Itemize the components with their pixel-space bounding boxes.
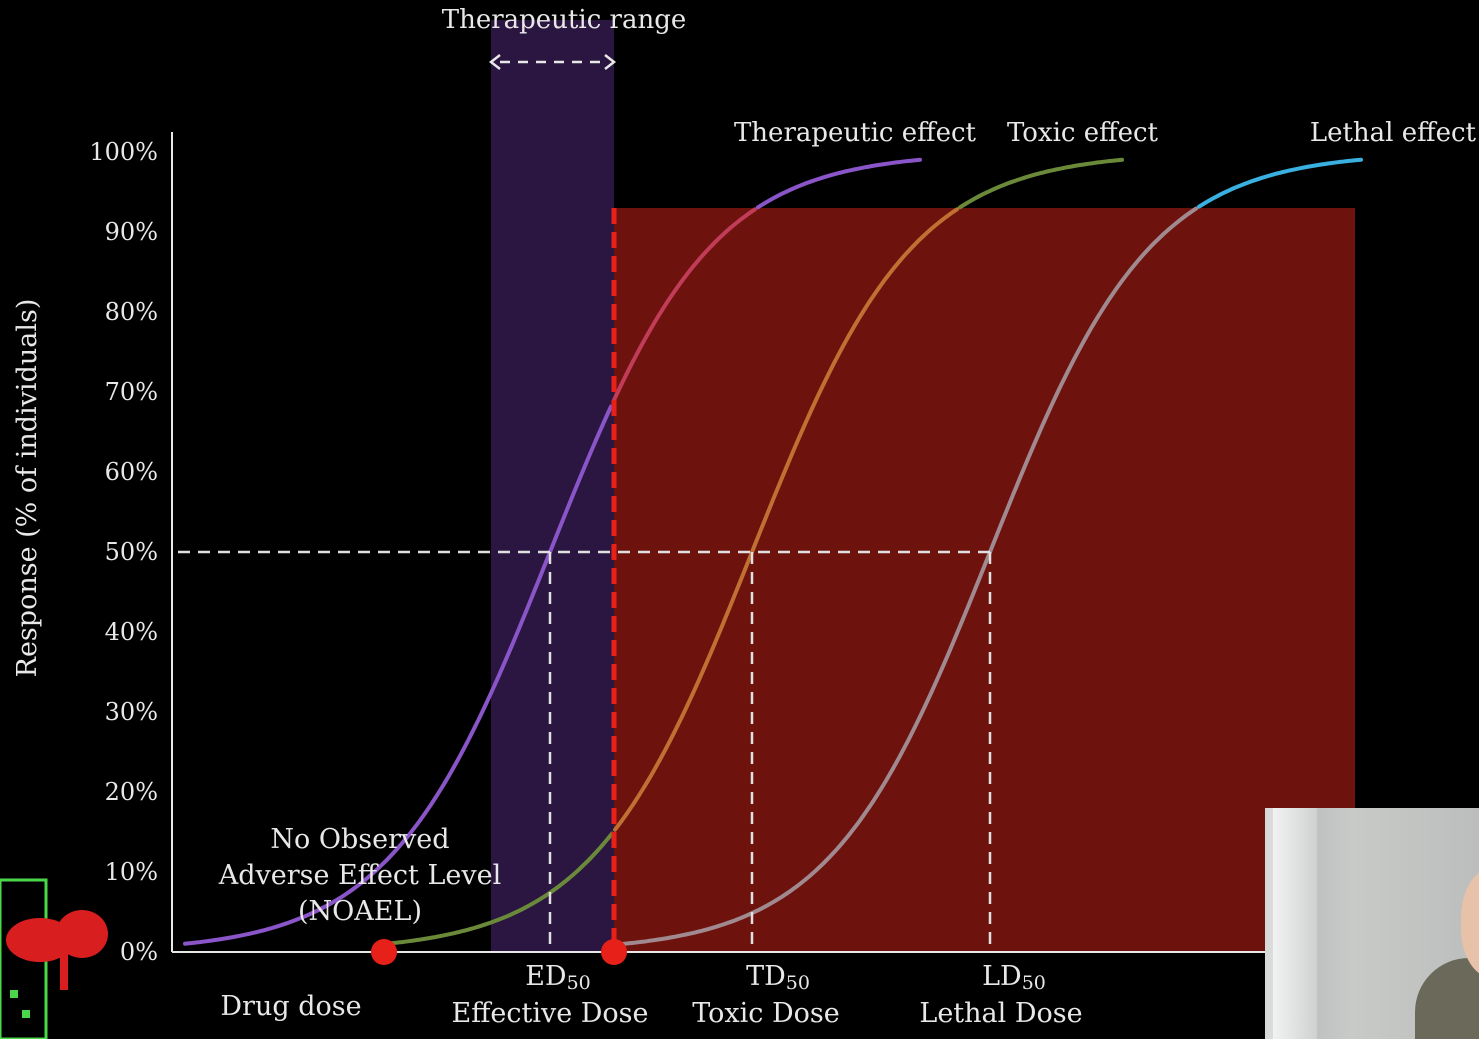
- svg-text:LD50: LD50: [982, 961, 1046, 994]
- y-tick-70: 70%: [105, 378, 158, 406]
- ed-name: ED: [525, 961, 566, 992]
- y-tick-20: 20%: [105, 778, 158, 806]
- curve-ed50-in-zone: [612, 207, 757, 402]
- y-tick-60: 60%: [105, 458, 158, 486]
- y-tick-0: 0%: [120, 938, 158, 966]
- y-axis-label: Response (% of individuals): [12, 299, 43, 678]
- curve-td50-in-zone: [613, 207, 959, 832]
- x-axis-label: Drug dose: [220, 991, 361, 1022]
- svg-text:ED50: ED50: [525, 961, 591, 994]
- curve-ld50-in-zone: [612, 206, 1198, 947]
- dose-label-td50: TD50 Toxic Dose: [692, 961, 839, 1029]
- series-label-lethal: Lethal effect: [1310, 118, 1477, 148]
- reference-lines: [178, 550, 992, 952]
- y-tick-80: 80%: [105, 298, 158, 326]
- response-curves: [183, 157, 1363, 947]
- y-tick-90: 90%: [105, 218, 158, 246]
- webcam-person-body: [1415, 958, 1479, 1039]
- ld-name: LD: [982, 961, 1022, 992]
- td-sub: 50: [786, 972, 810, 994]
- curve-td50: [388, 157, 1124, 946]
- noael-line-1: No Observed: [270, 824, 449, 855]
- ld-sub: 50: [1022, 972, 1046, 994]
- td-name: TD: [746, 961, 786, 992]
- y-tick-100: 100%: [89, 138, 158, 166]
- y-tick-labels: 100% 90% 80% 70% 60% 50% 40% 30% 20% 10% 0%: [89, 138, 158, 966]
- series-label-therapeutic: Therapeutic effect: [734, 118, 977, 148]
- toxic-threshold-marker: [601, 939, 627, 965]
- curve-ld50: [1197, 157, 1363, 209]
- noael-marker: [371, 939, 397, 965]
- ed-sub: 50: [567, 972, 591, 994]
- svg-text:TD50: TD50: [746, 961, 810, 994]
- noael-line-3: (NOAEL): [298, 896, 422, 927]
- noael-line-2: Adverse Effect Level: [218, 860, 502, 891]
- webcam-background-frame: [1273, 808, 1317, 1039]
- webcam-feed: [1265, 808, 1479, 1039]
- series-label-toxic: Toxic effect: [1007, 118, 1159, 148]
- y-tick-30: 30%: [105, 698, 158, 726]
- y-tick-10: 10%: [105, 858, 158, 886]
- therapeutic-range-band: [491, 20, 614, 952]
- webcam-person-head: [1461, 868, 1479, 978]
- td-full: Toxic Dose: [692, 998, 839, 1029]
- ed-full: Effective Dose: [451, 998, 648, 1029]
- curve-ed50: [183, 157, 922, 946]
- y-tick-40: 40%: [105, 618, 158, 646]
- y-tick-50: 50%: [105, 538, 158, 566]
- toxic-zone: [614, 208, 1355, 952]
- dose-label-ld50: LD50 Lethal Dose: [919, 961, 1082, 1029]
- therapeutic-range-label: Therapeutic range: [442, 5, 686, 35]
- dose-label-ed50: ED50 Effective Dose: [451, 961, 648, 1029]
- ld-full: Lethal Dose: [919, 998, 1082, 1029]
- channel-logo: [0, 878, 108, 1039]
- therapeutic-range-arrow: [488, 54, 617, 70]
